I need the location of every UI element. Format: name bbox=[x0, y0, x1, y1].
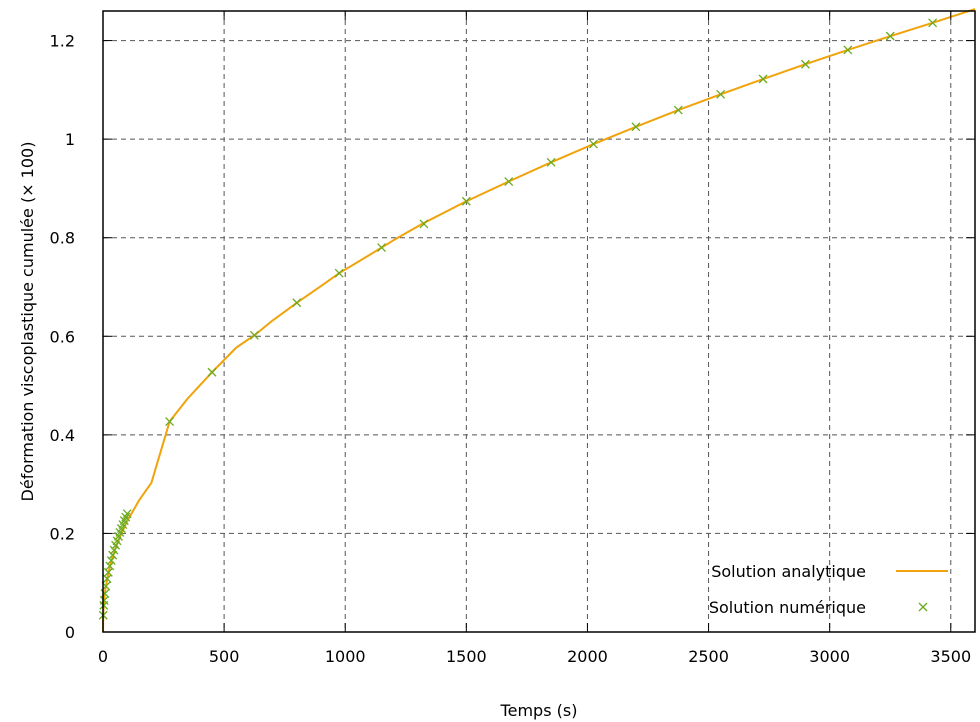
y-tick-label: 1 bbox=[65, 130, 75, 149]
data-point-marker bbox=[249, 330, 259, 340]
data-point-marker bbox=[377, 243, 387, 253]
data-point-marker bbox=[885, 31, 895, 41]
data-point-marker bbox=[109, 545, 119, 555]
data-point-marker bbox=[843, 45, 853, 55]
legend-label-analytique: Solution analytique bbox=[711, 562, 866, 581]
x-axis-title: Temps (s) bbox=[500, 701, 578, 720]
ticks-layer: 0 500 1000 1500 2000 2500 3000 3500 0 0.2 0.4 0.6 0.… bbox=[50, 11, 975, 666]
y-axis-title: Déformation viscoplastique cumulée (× 10… bbox=[18, 142, 37, 502]
data-point-marker bbox=[546, 157, 556, 167]
x-tick-label: 2500 bbox=[688, 647, 729, 666]
data-point-marker bbox=[105, 561, 115, 571]
y-tick-label: 0 bbox=[65, 623, 75, 642]
legend: Solution analytique Solution numérique bbox=[709, 562, 948, 617]
data-point-marker bbox=[108, 550, 118, 560]
y-tick-label: 0.6 bbox=[50, 327, 75, 346]
data-point-marker bbox=[334, 268, 344, 278]
y-tick-label: 1.2 bbox=[50, 32, 75, 51]
data-point-marker bbox=[122, 509, 132, 519]
data-point-marker bbox=[461, 196, 471, 206]
legend-marker-cross bbox=[918, 602, 928, 612]
data-point-marker bbox=[758, 74, 768, 84]
y-tick-label: 0.4 bbox=[50, 426, 75, 445]
data-point-marker bbox=[165, 417, 175, 427]
data-point-marker bbox=[419, 219, 429, 229]
data-point-marker bbox=[928, 18, 938, 28]
data-point-marker bbox=[106, 556, 116, 565]
x-tick-label: 3000 bbox=[809, 647, 850, 666]
data-point-marker bbox=[673, 105, 683, 115]
x-tick-label: 1500 bbox=[446, 647, 487, 666]
x-tick-label: 0 bbox=[98, 647, 108, 666]
series-layer bbox=[98, 8, 976, 633]
data-point-marker bbox=[800, 59, 810, 69]
legend-label-numerique: Solution numérique bbox=[709, 598, 866, 617]
data-point-marker bbox=[631, 122, 641, 132]
legend-swatch-numerique bbox=[918, 602, 928, 612]
plot-frame bbox=[102, 10, 976, 633]
series-markers-numerique bbox=[98, 18, 938, 620]
grid bbox=[103, 11, 975, 632]
series-line-analytique bbox=[102, 8, 976, 633]
x-tick-label: 2000 bbox=[567, 647, 608, 666]
data-point-marker bbox=[207, 367, 217, 377]
y-tick-label: 0.2 bbox=[50, 524, 75, 543]
data-point-marker bbox=[504, 177, 514, 186]
data-point-marker bbox=[589, 139, 598, 149]
data-point-marker bbox=[716, 89, 726, 99]
x-tick-label: 1000 bbox=[325, 647, 366, 666]
x-tick-label: 3500 bbox=[930, 647, 971, 666]
x-tick-label: 500 bbox=[209, 647, 240, 666]
y-tick-label: 0.8 bbox=[50, 229, 75, 248]
data-point-marker bbox=[292, 298, 302, 308]
